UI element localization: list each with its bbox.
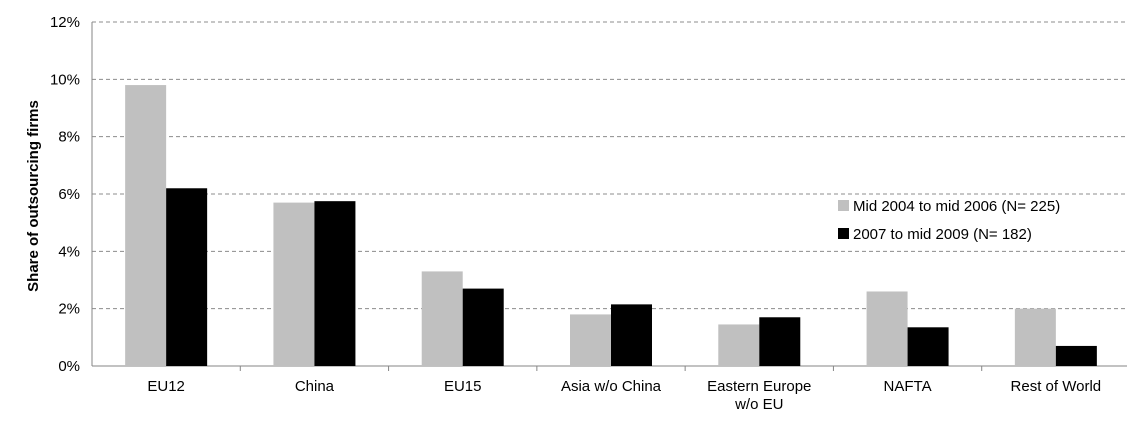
- bar-period-2: [759, 317, 801, 366]
- bar-period-1: [866, 291, 908, 366]
- bar-period-2: [314, 201, 356, 366]
- x-tick-labels: EU12 China EU15 Asia w/o China Eastern Europ…: [147, 366, 1101, 413]
- y-axis-label: Share of outsourcing firms: [25, 100, 42, 292]
- bar-period-2: [462, 288, 504, 366]
- bar-period-1: [421, 271, 463, 366]
- y-tick-label: 10%: [50, 71, 80, 88]
- bar-period-1: [273, 202, 315, 366]
- y-tick-labels: 0% 2% 4% 6% 8% 10% 12%: [50, 14, 80, 375]
- bar-period-1: [1014, 308, 1056, 366]
- bar-period-1: [125, 85, 167, 367]
- legend-swatch: [838, 200, 849, 211]
- bar-period-2: [907, 327, 949, 366]
- x-tick-label: China: [295, 378, 335, 395]
- x-tick-label: w/o EU: [734, 396, 783, 413]
- legend-swatch: [838, 228, 849, 239]
- y-tick-label: 0%: [58, 358, 80, 375]
- x-tick-label: Eastern Europe: [707, 378, 811, 395]
- bars: [125, 85, 1097, 367]
- bar-period-2: [611, 304, 652, 366]
- x-tick-label: Asia w/o China: [561, 378, 662, 395]
- gridlines: [92, 21, 1127, 310]
- y-tick-label: 6%: [58, 186, 80, 203]
- bar-period-2: [166, 188, 208, 366]
- bar-period-1: [718, 324, 760, 366]
- y-tick-label: 4%: [58, 243, 80, 260]
- y-tick-label: 12%: [50, 14, 80, 31]
- bar-period-1: [570, 314, 611, 366]
- x-tick-label: EU15: [444, 378, 482, 395]
- legend-label: Mid 2004 to mid 2006 (N= 225): [853, 198, 1060, 215]
- x-tick-label: EU12: [147, 378, 185, 395]
- y-tick-label: 8%: [58, 129, 80, 146]
- x-tick-label: NAFTA: [884, 378, 932, 395]
- legend-label: 2007 to mid 2009 (N= 182): [853, 226, 1032, 243]
- x-tick-label: Rest of World: [1011, 378, 1102, 395]
- bar-period-2: [1055, 345, 1097, 366]
- legend: Mid 2004 to mid 2006 (N= 225) 2007 to mid…: [838, 198, 1060, 243]
- y-tick-label: 2%: [58, 301, 80, 318]
